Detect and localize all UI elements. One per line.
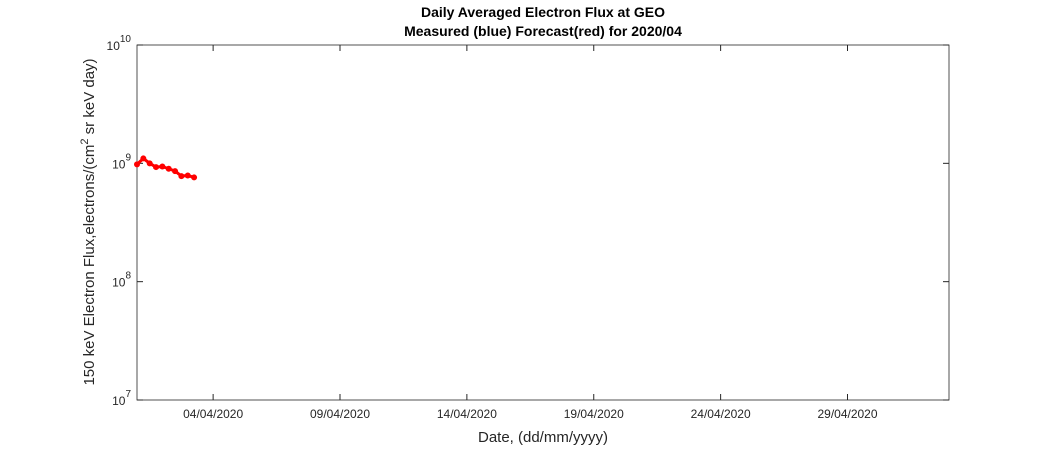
data-point xyxy=(191,174,198,181)
y-tick-exponent: 9 xyxy=(125,152,131,163)
data-point xyxy=(172,168,179,175)
x-axis-label: Date, (dd/mm/yyyy) xyxy=(478,429,608,446)
y-tick-label: 107 xyxy=(112,389,131,408)
data-point xyxy=(134,161,140,168)
y-tick-exponent: 8 xyxy=(125,271,131,282)
data-point xyxy=(159,163,166,170)
y-label-part: sr keV day) xyxy=(81,58,98,138)
y-axis-label: 150 keV Electron Flux,electrons/(cm2 sr … xyxy=(79,58,98,385)
x-tick-label: 04/04/2020 xyxy=(183,407,243,421)
data-point xyxy=(184,172,191,179)
plot-frame xyxy=(136,44,950,401)
y-tick-base: 10 xyxy=(107,39,121,53)
chart-subtitle: Measured (blue) Forecast(red) for 2020/0… xyxy=(404,23,682,39)
y-tick-label: 109 xyxy=(112,152,131,171)
data-point xyxy=(140,155,147,162)
y-tick-base: 10 xyxy=(112,157,126,171)
y-tick-exponent: 7 xyxy=(125,389,131,400)
x-tick-label: 29/04/2020 xyxy=(817,407,877,421)
chart-title: Daily Averaged Electron Flux at GEO xyxy=(421,4,665,20)
x-tick-label: 09/04/2020 xyxy=(310,407,370,421)
data-point xyxy=(165,165,172,172)
data-point xyxy=(178,173,185,180)
x-tick-label: 14/04/2020 xyxy=(437,407,497,421)
y-tick-exponent: 10 xyxy=(120,34,132,45)
data-line xyxy=(135,156,195,179)
y-label-sup: 2 xyxy=(79,138,91,144)
y-tick-base: 10 xyxy=(112,394,126,408)
y-tick-base: 10 xyxy=(112,276,126,290)
y-label-part: 150 keV Electron Flux,electrons/(cm xyxy=(81,145,98,386)
x-tick-label: 19/04/2020 xyxy=(564,407,624,421)
data-point xyxy=(146,160,153,167)
y-tick-label: 108 xyxy=(112,271,131,290)
y-tick-label: 1010 xyxy=(107,34,132,53)
x-tick-label: 24/04/2020 xyxy=(691,407,751,421)
data-point xyxy=(153,164,160,171)
